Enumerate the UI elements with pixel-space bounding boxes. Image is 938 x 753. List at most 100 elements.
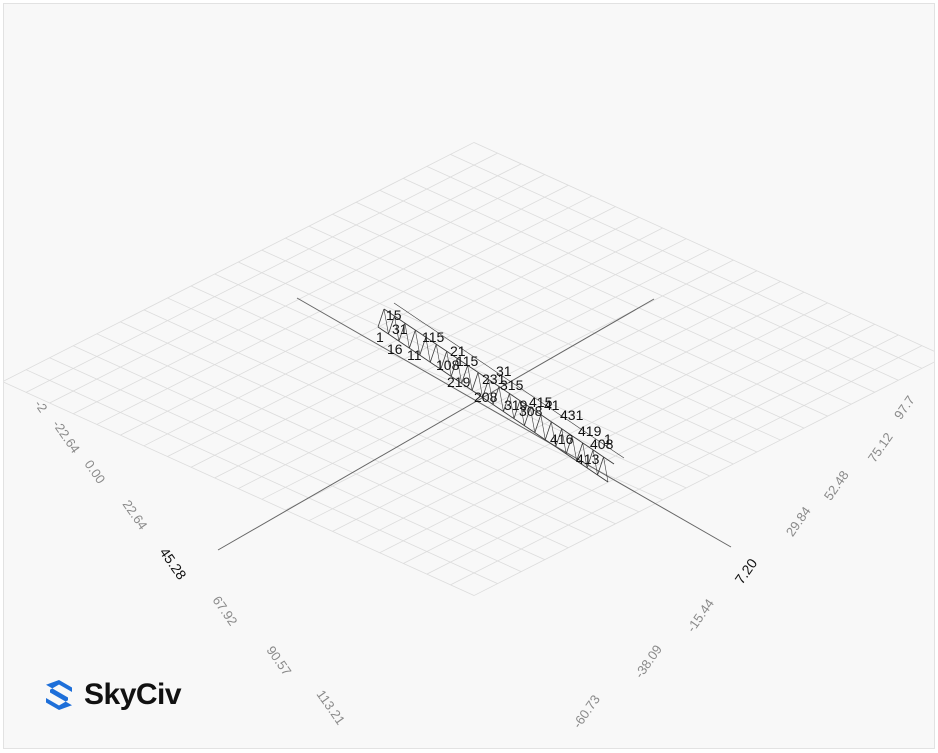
member-diagonal[interactable] bbox=[571, 435, 577, 461]
member-bottom-chord[interactable] bbox=[419, 354, 431, 363]
member-bottom-chord[interactable] bbox=[597, 474, 609, 483]
member-diagonal[interactable] bbox=[446, 351, 452, 377]
member-vertical[interactable] bbox=[555, 428, 563, 447]
member-top-chord[interactable] bbox=[582, 442, 594, 451]
member-diagonal[interactable] bbox=[550, 421, 557, 447]
member-rear-chord[interactable] bbox=[414, 316, 426, 325]
member-diagonal[interactable] bbox=[582, 442, 588, 468]
member-diagonal[interactable] bbox=[561, 428, 567, 454]
member-diagonal[interactable] bbox=[488, 379, 494, 405]
member-bottom-chord[interactable] bbox=[461, 382, 473, 391]
member-top-chord[interactable] bbox=[530, 407, 542, 416]
member-bottom-chord[interactable] bbox=[471, 390, 483, 398]
member-bottom-chord[interactable] bbox=[576, 460, 588, 469]
member-top-chord[interactable] bbox=[488, 379, 500, 387]
member-rear-chord[interactable] bbox=[561, 415, 572, 424]
member-vertical[interactable] bbox=[576, 442, 584, 461]
member-vertical[interactable] bbox=[513, 400, 521, 419]
member-top-chord[interactable] bbox=[394, 315, 406, 324]
member-diagonal[interactable] bbox=[404, 323, 410, 349]
member-rear-chord[interactable] bbox=[446, 337, 457, 346]
member-diagonal[interactable] bbox=[456, 358, 462, 384]
member-rear-chord[interactable] bbox=[519, 387, 531, 395]
member-rear-chord[interactable] bbox=[404, 309, 416, 318]
member-top-chord[interactable] bbox=[446, 350, 458, 359]
member-diagonal[interactable] bbox=[477, 372, 483, 398]
member-vertical[interactable] bbox=[461, 365, 469, 384]
member-diagonal[interactable] bbox=[592, 449, 598, 476]
member-bottom-chord[interactable] bbox=[430, 361, 441, 370]
member-vertical[interactable] bbox=[408, 330, 416, 349]
member-rear-chord[interactable] bbox=[540, 401, 551, 409]
member-rear-chord[interactable] bbox=[487, 366, 499, 374]
member-diagonal[interactable] bbox=[509, 393, 515, 419]
member-top-chord[interactable] bbox=[519, 400, 531, 409]
member-diagonal[interactable] bbox=[467, 365, 473, 391]
member-rear-chord[interactable] bbox=[393, 302, 405, 311]
member-bottom-chord[interactable] bbox=[409, 347, 421, 356]
member-vertical[interactable] bbox=[419, 337, 427, 356]
member-top-chord[interactable] bbox=[561, 428, 573, 437]
member-bottom-chord[interactable] bbox=[503, 411, 515, 419]
member-diagonal[interactable] bbox=[394, 315, 400, 342]
member-top-chord[interactable] bbox=[477, 372, 489, 380]
member-diagonal[interactable] bbox=[530, 407, 536, 433]
member-top-chord[interactable] bbox=[404, 322, 416, 331]
member-diagonal[interactable] bbox=[603, 456, 609, 483]
member-bottom-chord[interactable] bbox=[586, 467, 598, 476]
member-rear-chord[interactable] bbox=[550, 408, 562, 416]
member-vertical[interactable] bbox=[492, 386, 500, 405]
member-top-chord[interactable] bbox=[551, 421, 562, 430]
member-top-chord[interactable] bbox=[509, 393, 521, 401]
member-bottom-chord[interactable] bbox=[398, 340, 410, 349]
member-top-chord[interactable] bbox=[498, 386, 510, 394]
member-top-chord[interactable] bbox=[456, 357, 468, 366]
member-bottom-chord[interactable] bbox=[555, 446, 567, 455]
member-bottom-chord[interactable] bbox=[534, 432, 546, 441]
member-diagonal[interactable] bbox=[415, 330, 421, 356]
member-vertical[interactable] bbox=[565, 435, 573, 454]
member-vertical[interactable] bbox=[440, 351, 448, 370]
member-vertical[interactable] bbox=[471, 372, 479, 391]
member-bottom-chord[interactable] bbox=[450, 375, 462, 384]
member-top-chord[interactable] bbox=[436, 343, 447, 352]
member-vertical[interactable] bbox=[503, 393, 510, 412]
member-bottom-chord[interactable] bbox=[377, 326, 389, 335]
member-rear-chord[interactable] bbox=[467, 352, 478, 360]
member-vertical[interactable] bbox=[482, 379, 489, 398]
model-viewport[interactable]: 15 31 1 16 115 11 108 21 115 219 231 208 31 315 319 308… bbox=[3, 3, 935, 749]
member-rear-chord[interactable] bbox=[602, 443, 614, 452]
member-top-chord[interactable] bbox=[571, 435, 583, 444]
member-bottom-chord[interactable] bbox=[388, 333, 400, 342]
member-top-chord[interactable] bbox=[415, 329, 427, 338]
member-bottom-chord[interactable] bbox=[440, 368, 452, 377]
member-top-chord[interactable] bbox=[467, 364, 479, 373]
member-top-chord[interactable] bbox=[425, 336, 437, 345]
member-rear-chord[interactable] bbox=[592, 436, 604, 445]
member-bottom-chord[interactable] bbox=[565, 453, 577, 462]
member-vertical[interactable] bbox=[450, 358, 458, 377]
member-vertical[interactable] bbox=[398, 322, 406, 342]
member-bottom-chord[interactable] bbox=[492, 404, 504, 412]
structural-members[interactable] bbox=[377, 302, 625, 483]
member-top-chord[interactable] bbox=[383, 308, 395, 317]
member-diagonal[interactable] bbox=[435, 344, 442, 370]
member-rear-chord[interactable] bbox=[477, 359, 489, 367]
member-top-chord[interactable] bbox=[592, 449, 604, 458]
member-rear-chord[interactable] bbox=[529, 394, 541, 402]
member-top-chord[interactable] bbox=[603, 456, 615, 465]
member-vertical[interactable] bbox=[544, 421, 552, 440]
member-rear-chord[interactable] bbox=[582, 429, 593, 438]
member-rear-chord[interactable] bbox=[456, 345, 468, 353]
member-rear-chord[interactable] bbox=[571, 422, 583, 431]
member-vertical[interactable] bbox=[586, 449, 594, 469]
member-bottom-chord[interactable] bbox=[482, 397, 494, 405]
member-top-chord[interactable] bbox=[540, 414, 552, 423]
member-rear-chord[interactable] bbox=[425, 323, 436, 332]
member-rear-chord[interactable] bbox=[498, 373, 510, 381]
member-vertical[interactable] bbox=[429, 344, 437, 363]
member-bottom-chord[interactable] bbox=[513, 418, 525, 427]
member-vertical[interactable] bbox=[523, 407, 531, 426]
member-diagonal[interactable] bbox=[519, 400, 525, 426]
